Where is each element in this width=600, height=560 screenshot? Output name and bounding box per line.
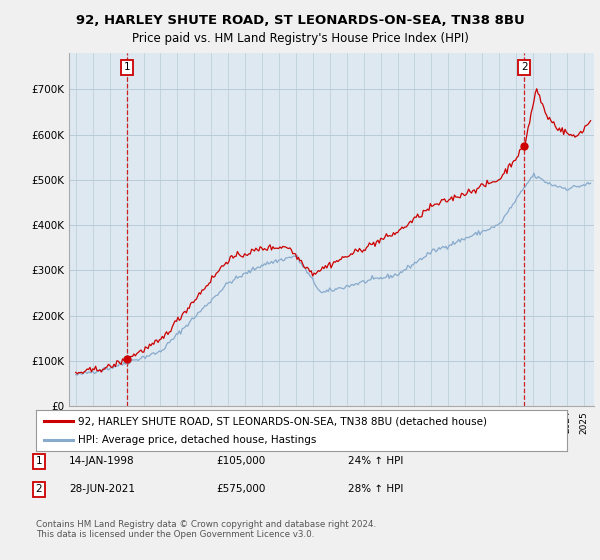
Text: Contains HM Land Registry data © Crown copyright and database right 2024.
This d: Contains HM Land Registry data © Crown c…: [36, 520, 376, 539]
Text: 1: 1: [35, 456, 43, 466]
Text: 2: 2: [35, 484, 43, 494]
Text: 2: 2: [521, 62, 528, 72]
Point: [40, 437, 47, 444]
Text: £105,000: £105,000: [216, 456, 265, 466]
Point: [70, 418, 77, 424]
Text: 28-JUN-2021: 28-JUN-2021: [69, 484, 135, 494]
Point: [40, 418, 47, 424]
Text: HPI: Average price, detached house, Hastings: HPI: Average price, detached house, Hast…: [79, 435, 317, 445]
Text: 24% ↑ HPI: 24% ↑ HPI: [348, 456, 403, 466]
Text: 92, HARLEY SHUTE ROAD, ST LEONARDS-ON-SEA, TN38 8BU (detached house): 92, HARLEY SHUTE ROAD, ST LEONARDS-ON-SE…: [79, 417, 487, 426]
Text: £575,000: £575,000: [216, 484, 265, 494]
Text: 92, HARLEY SHUTE ROAD, ST LEONARDS-ON-SEA, TN38 8BU: 92, HARLEY SHUTE ROAD, ST LEONARDS-ON-SE…: [76, 14, 524, 27]
Point: [70, 437, 77, 444]
Text: Price paid vs. HM Land Registry's House Price Index (HPI): Price paid vs. HM Land Registry's House …: [131, 32, 469, 45]
Text: 14-JAN-1998: 14-JAN-1998: [69, 456, 134, 466]
Text: 1: 1: [124, 62, 131, 72]
Text: 28% ↑ HPI: 28% ↑ HPI: [348, 484, 403, 494]
